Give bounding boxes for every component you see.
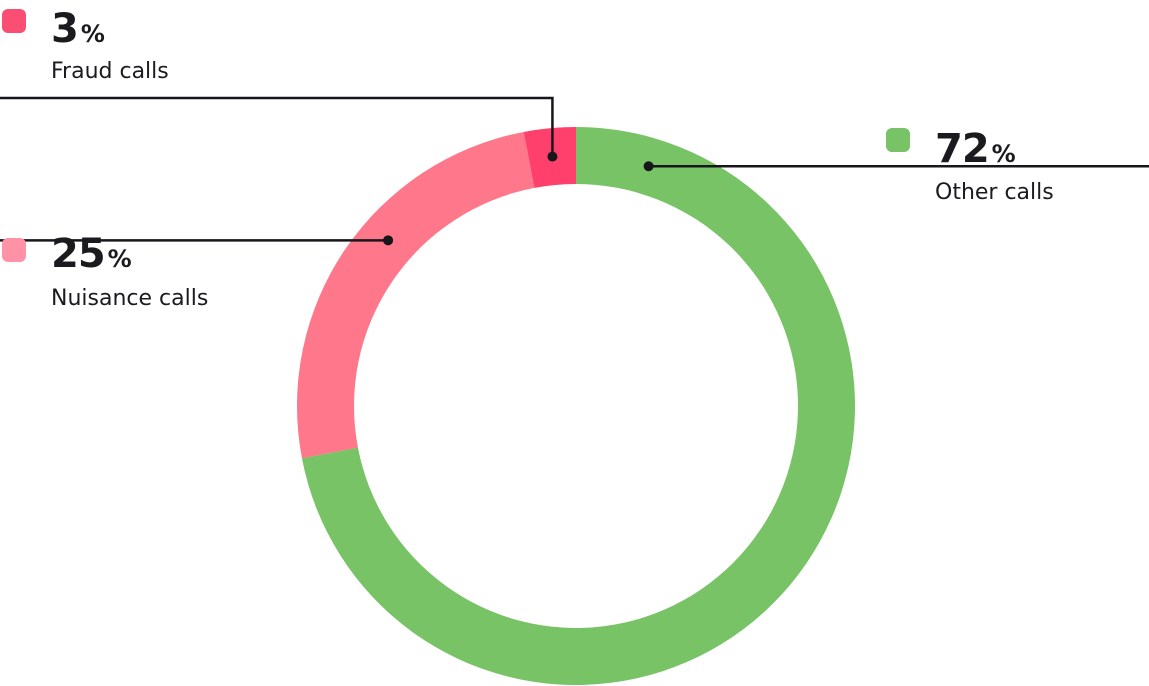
leader-nuisance-calls: [0, 235, 394, 246]
donut-slices: [297, 127, 855, 685]
leader-dot-other-calls: [643, 161, 654, 172]
slice-nuisance-calls: [297, 131, 535, 459]
legend-value-other-calls: 72%: [935, 129, 1016, 169]
legend-value-number: 3: [51, 6, 79, 52]
legend-value-unit: %: [991, 140, 1016, 168]
legend-value-number: 25: [51, 231, 106, 277]
legend-swatch-nuisance-calls: [2, 238, 26, 262]
legend-value-unit: %: [107, 245, 132, 273]
legend-value-unit: %: [80, 20, 105, 48]
legend-label-nuisance-calls: Nuisance calls: [51, 286, 209, 311]
legend-value-nuisance-calls: 25%: [51, 234, 132, 274]
legend-swatch-fraud-calls: [2, 9, 26, 33]
legend-label-fraud-calls: Fraud calls: [51, 59, 169, 84]
legend-value-number: 72: [935, 126, 990, 172]
leader-dot-fraud-calls: [547, 151, 558, 162]
leader-line-fraud-calls: [0, 96, 554, 157]
legend-swatch-other-calls: [886, 128, 910, 152]
leader-other-calls: [643, 161, 1149, 172]
leader-dot-nuisance-calls: [383, 235, 394, 246]
legend-value-fraud-calls: 3%: [51, 9, 105, 49]
leader-lines: [0, 96, 1149, 246]
legend-label-other-calls: Other calls: [935, 180, 1054, 205]
leader-fraud-calls: [0, 96, 558, 162]
